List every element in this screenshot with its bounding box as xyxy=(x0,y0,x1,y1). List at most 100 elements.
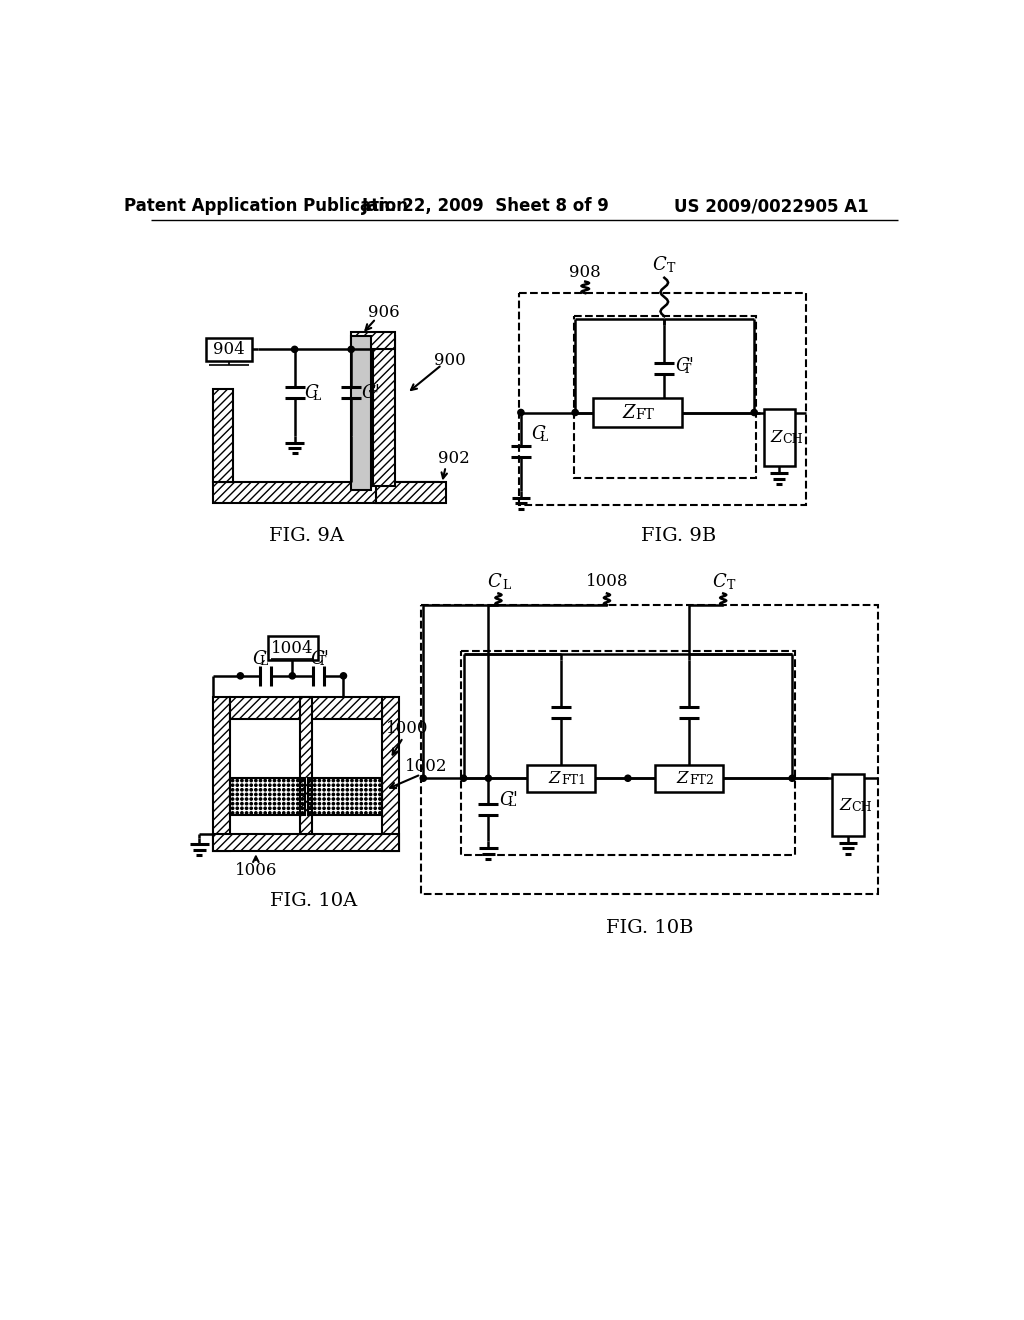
Circle shape xyxy=(309,788,311,791)
Circle shape xyxy=(241,797,243,800)
Circle shape xyxy=(790,775,796,781)
Circle shape xyxy=(250,784,252,787)
Circle shape xyxy=(360,779,362,781)
Circle shape xyxy=(250,797,252,800)
Circle shape xyxy=(379,779,381,781)
Circle shape xyxy=(337,807,339,809)
Circle shape xyxy=(342,779,344,781)
Circle shape xyxy=(241,788,243,791)
Text: L: L xyxy=(540,430,548,444)
Circle shape xyxy=(360,784,362,787)
Circle shape xyxy=(323,812,326,814)
Circle shape xyxy=(346,807,348,809)
Circle shape xyxy=(625,775,631,781)
Circle shape xyxy=(346,793,348,796)
Text: Z: Z xyxy=(770,429,781,446)
Text: ': ' xyxy=(323,649,328,668)
Text: FT: FT xyxy=(636,408,654,422)
Circle shape xyxy=(278,793,281,796)
Circle shape xyxy=(332,803,335,805)
Circle shape xyxy=(259,807,262,809)
Circle shape xyxy=(241,807,243,809)
Circle shape xyxy=(309,784,311,787)
Circle shape xyxy=(328,784,330,787)
Circle shape xyxy=(328,788,330,791)
Bar xyxy=(230,697,382,719)
Circle shape xyxy=(360,812,362,814)
Circle shape xyxy=(301,793,303,796)
Circle shape xyxy=(355,788,357,791)
Circle shape xyxy=(351,793,353,796)
Circle shape xyxy=(297,807,299,809)
Bar xyxy=(213,482,438,503)
Circle shape xyxy=(318,779,321,781)
Circle shape xyxy=(328,807,330,809)
Text: T: T xyxy=(727,579,735,593)
Circle shape xyxy=(255,788,257,791)
Circle shape xyxy=(370,779,372,781)
Circle shape xyxy=(346,797,348,800)
Bar xyxy=(351,331,394,348)
Text: T: T xyxy=(317,656,326,668)
Circle shape xyxy=(365,793,367,796)
Circle shape xyxy=(259,793,262,796)
Text: 1006: 1006 xyxy=(234,862,278,879)
Text: T: T xyxy=(369,389,377,403)
Circle shape xyxy=(292,807,294,809)
Circle shape xyxy=(355,807,357,809)
Circle shape xyxy=(328,812,330,814)
Circle shape xyxy=(231,793,233,796)
Bar xyxy=(376,482,445,503)
Circle shape xyxy=(292,797,294,800)
Text: C: C xyxy=(531,425,546,444)
Circle shape xyxy=(297,793,299,796)
Circle shape xyxy=(318,784,321,787)
Circle shape xyxy=(264,779,266,781)
Circle shape xyxy=(255,793,257,796)
Circle shape xyxy=(278,788,281,791)
Text: FT2: FT2 xyxy=(689,775,714,788)
Circle shape xyxy=(246,793,248,796)
Circle shape xyxy=(360,797,362,800)
Circle shape xyxy=(332,784,335,787)
Circle shape xyxy=(374,803,377,805)
Circle shape xyxy=(342,788,344,791)
Text: T: T xyxy=(667,261,675,275)
Circle shape xyxy=(337,812,339,814)
Circle shape xyxy=(342,807,344,809)
Circle shape xyxy=(255,807,257,809)
Circle shape xyxy=(288,807,290,809)
Circle shape xyxy=(255,803,257,805)
Circle shape xyxy=(751,409,758,416)
Circle shape xyxy=(246,784,248,787)
Circle shape xyxy=(318,803,321,805)
Circle shape xyxy=(313,797,316,800)
Bar xyxy=(267,636,317,660)
Text: FIG. 9A: FIG. 9A xyxy=(268,527,344,545)
Circle shape xyxy=(237,812,239,814)
Circle shape xyxy=(313,779,316,781)
Circle shape xyxy=(337,793,339,796)
Circle shape xyxy=(246,779,248,781)
Circle shape xyxy=(420,775,426,781)
Circle shape xyxy=(288,812,290,814)
Circle shape xyxy=(342,784,344,787)
Circle shape xyxy=(374,807,377,809)
Circle shape xyxy=(328,797,330,800)
Bar xyxy=(308,779,382,816)
Circle shape xyxy=(297,779,299,781)
Circle shape xyxy=(355,812,357,814)
Circle shape xyxy=(365,812,367,814)
Circle shape xyxy=(268,788,271,791)
Circle shape xyxy=(283,797,285,800)
Circle shape xyxy=(337,779,339,781)
Circle shape xyxy=(332,807,335,809)
Circle shape xyxy=(572,409,579,416)
Circle shape xyxy=(237,784,239,787)
Circle shape xyxy=(461,775,467,781)
Circle shape xyxy=(309,803,311,805)
Circle shape xyxy=(238,673,244,678)
Text: FIG. 10B: FIG. 10B xyxy=(606,920,693,937)
Circle shape xyxy=(379,797,381,800)
Circle shape xyxy=(351,812,353,814)
